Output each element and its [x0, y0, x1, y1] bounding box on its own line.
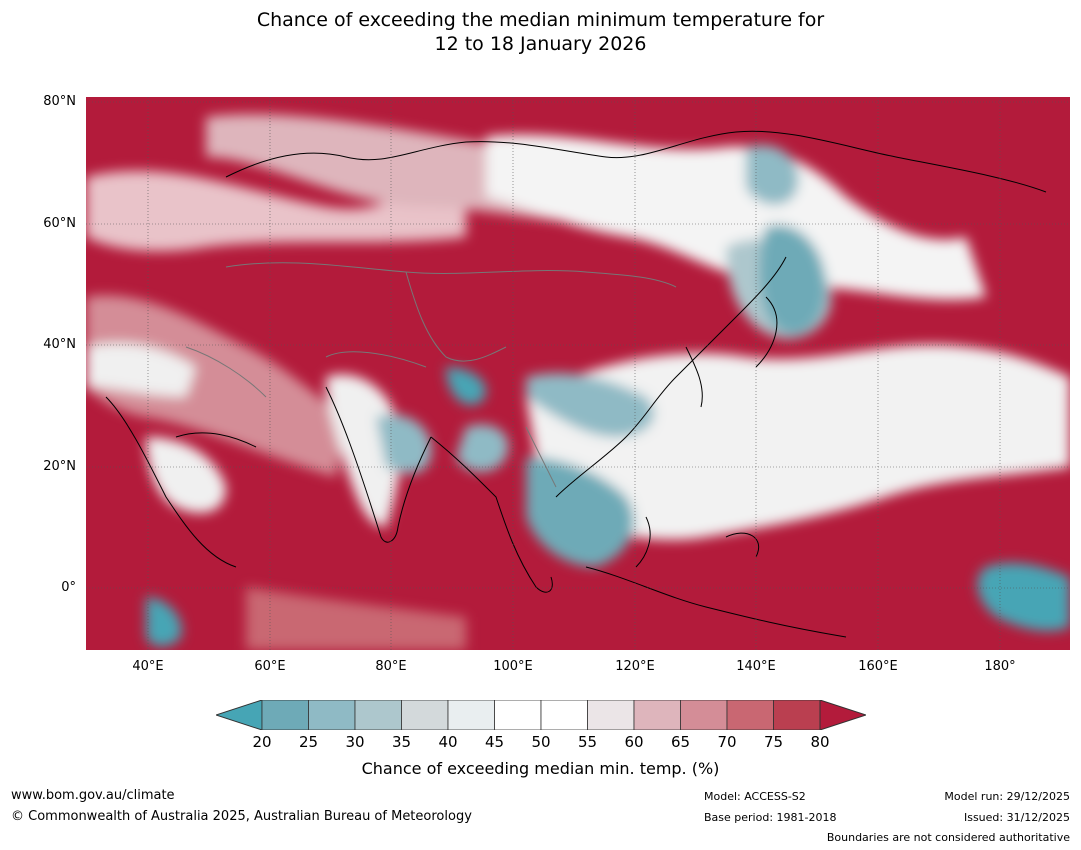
colorbar-tick-label: 55 [577, 733, 598, 751]
lon-label-180: 180° [984, 659, 1016, 674]
copyright-text: © Commonwealth of Australia 2025, Austra… [11, 809, 472, 824]
title-line-1: Chance of exceeding the median minimum t… [256, 9, 825, 31]
colorbar-tick-label: 50 [531, 733, 551, 751]
country-boundaries [185, 262, 677, 488]
boundaries-note: Boundaries are not considered authoritat… [826, 831, 1070, 844]
title-line-2: 12 to 18 January 2026 [434, 33, 647, 55]
colorbar-tick-label: 70 [717, 733, 737, 751]
coastlines [105, 130, 1047, 638]
colorbar-max-arrow [819, 699, 868, 731]
graticule [86, 97, 1070, 650]
lon-label-100e: 100°E [493, 659, 533, 674]
colorbar-bin [680, 699, 728, 731]
lat-label-40n: 40°N [43, 337, 76, 352]
lon-label-120e: 120°E [615, 659, 655, 674]
website-link[interactable]: www.bom.gov.au/climate [11, 788, 175, 803]
colorbar-bin [773, 699, 821, 731]
lon-label-40e: 40°E [132, 659, 164, 674]
colorbar-bin [587, 699, 635, 731]
colorbar-tick-label: 20 [252, 733, 272, 751]
base-period: Base period: 1981-2018 [704, 811, 837, 824]
colorbar-bin [308, 699, 356, 731]
issued-date: Issued: 31/12/2025 [963, 811, 1070, 824]
colorbar-tick-label: 45 [484, 733, 505, 751]
colorbar-bin [354, 699, 402, 731]
colorbar-tick-label: 75 [763, 733, 784, 751]
colorbar-bin [447, 699, 495, 731]
lat-label-20n: 20°N [43, 459, 76, 474]
colorbar-bin [726, 699, 774, 731]
map-canvas [86, 97, 1070, 650]
lon-label-60e: 60°E [254, 659, 286, 674]
map-title: Chance of exceeding the median minimum t… [0, 8, 1081, 56]
colorbar [214, 699, 868, 731]
colorbar-min-arrow [214, 699, 263, 731]
colorbar-tick-label: 80 [810, 733, 830, 751]
colorbar-bin [540, 699, 588, 731]
colorbar-tick-label: 60 [624, 733, 644, 751]
colorbar-svg [214, 699, 868, 731]
lon-label-80e: 80°E [375, 659, 407, 674]
colorbar-tick-label: 40 [438, 733, 458, 751]
colorbar-bin [494, 699, 542, 731]
colorbar-tick-label: 25 [298, 733, 319, 751]
lat-label-60n: 60°N [43, 216, 76, 231]
probability-field [86, 114, 1070, 650]
lat-label-80n: 80°N [43, 94, 76, 109]
lat-label-0: 0° [61, 580, 76, 595]
colorbar-bin [261, 699, 309, 731]
forecast-map [86, 97, 1070, 650]
model-run: Model run: 29/12/2025 [944, 790, 1070, 803]
colorbar-bin [401, 699, 449, 731]
colorbar-tick-label: 35 [391, 733, 412, 751]
lon-label-140e: 140°E [736, 659, 776, 674]
lon-label-160e: 160°E [858, 659, 898, 674]
colorbar-tick-label: 65 [670, 733, 691, 751]
model-name: Model: ACCESS-S2 [704, 790, 806, 803]
colorbar-label: Chance of exceeding median min. temp. (%… [361, 759, 720, 778]
colorbar-tick-label: 30 [345, 733, 365, 751]
colorbar-bin [633, 699, 681, 731]
